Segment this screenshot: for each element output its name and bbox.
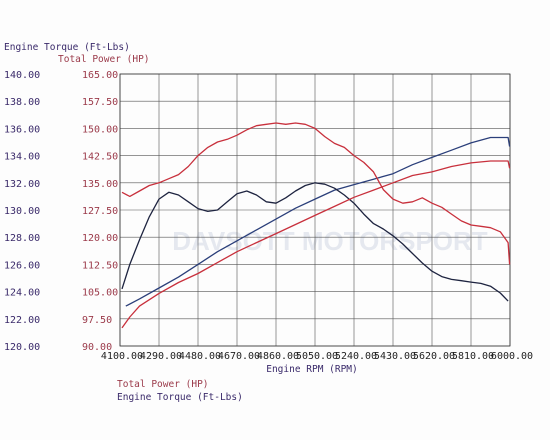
x-tick-label: 5050.00 bbox=[296, 351, 338, 362]
x-tick-label: 4670.00 bbox=[218, 351, 260, 362]
torque-tick-label: 132.00 bbox=[4, 179, 40, 190]
torque-tick-label: 128.00 bbox=[4, 233, 40, 244]
legend-power: Total Power (HP) bbox=[117, 379, 209, 390]
grid bbox=[119, 73, 511, 347]
torque-tick-label: 124.00 bbox=[4, 288, 40, 299]
power-tick-label: 142.50 bbox=[82, 152, 118, 163]
power-tick-label: 120.00 bbox=[82, 233, 118, 244]
power-tick-label: 97.50 bbox=[82, 315, 112, 326]
x-tick-label: 4860.00 bbox=[257, 351, 299, 362]
x-tick-label: 5430.00 bbox=[374, 351, 416, 362]
torque-tick-label: 126.00 bbox=[4, 260, 40, 271]
plot-frame bbox=[119, 73, 511, 347]
right-axis-title: Total Power (HP) bbox=[58, 54, 150, 65]
torque-tick-label: 120.00 bbox=[4, 342, 40, 353]
power-tick-label: 90.00 bbox=[82, 342, 112, 353]
torque-tick-label: 130.00 bbox=[4, 206, 40, 217]
x-tick-label: 4100.00 bbox=[101, 351, 143, 362]
torque-tick-label: 140.00 bbox=[4, 70, 40, 81]
left-axis-title: Engine Torque (Ft-Lbs) bbox=[4, 42, 130, 53]
torque-tick-label: 138.00 bbox=[4, 97, 40, 108]
power-tick-label: 135.00 bbox=[82, 179, 118, 190]
series-line-0 bbox=[125, 136, 511, 307]
x-tick-label: 5240.00 bbox=[335, 351, 377, 362]
power-tick-label: 157.50 bbox=[82, 97, 118, 108]
power-tick-label: 127.50 bbox=[82, 206, 118, 217]
series-line-1 bbox=[121, 182, 509, 302]
x-tick-label: 5620.00 bbox=[413, 351, 455, 362]
axes: 120.00 122.00 124.00 126.00 128.00 130.00 132.… bbox=[4, 70, 533, 362]
x-tick-label: 6000.00 bbox=[491, 351, 533, 362]
series-line-3 bbox=[121, 122, 511, 265]
x-axis-label: Engine RPM (RPM) bbox=[266, 364, 358, 375]
power-tick-label: 165.00 bbox=[82, 70, 118, 81]
power-tick-label: 105.00 bbox=[82, 288, 118, 299]
torque-tick-label: 134.00 bbox=[4, 152, 40, 163]
power-tick-label: 112.50 bbox=[82, 260, 118, 271]
series-layer bbox=[121, 122, 511, 329]
watermark: DAVSOTT MOTORSPORT bbox=[172, 226, 487, 256]
x-tick-label: 5810.00 bbox=[452, 351, 494, 362]
torque-tick-label: 136.00 bbox=[4, 124, 40, 135]
x-tick-label: 4290.00 bbox=[140, 351, 182, 362]
torque-tick-label: 122.00 bbox=[4, 315, 40, 326]
series-line-2 bbox=[121, 160, 511, 329]
power-tick-label: 150.00 bbox=[82, 124, 118, 135]
legend-torque: Engine Torque (Ft-Lbs) bbox=[117, 392, 243, 403]
x-tick-label: 4480.00 bbox=[179, 351, 221, 362]
